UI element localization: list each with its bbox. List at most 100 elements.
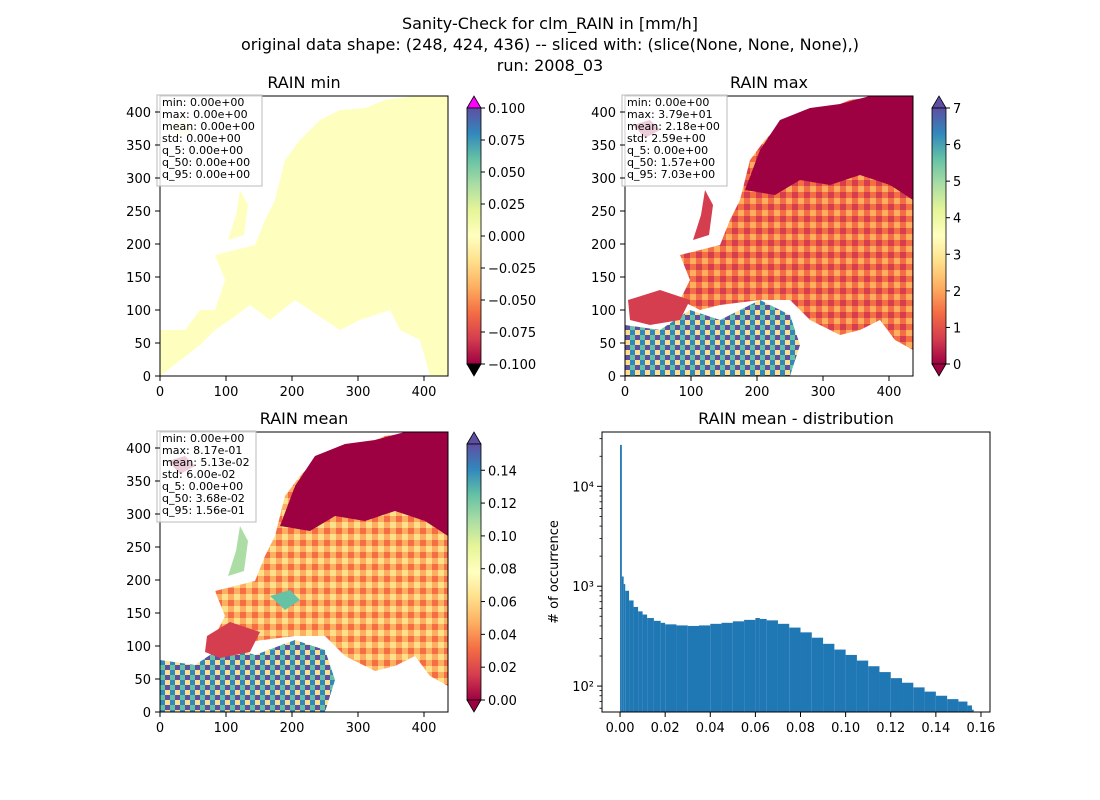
colorbar-tick: 6 [946,139,961,154]
histogram-bar [699,625,711,712]
svg-text:200: 200 [280,721,305,736]
colorbar-tick: 0 [946,358,961,373]
panel-min-stat-5: q_50: 0.00e+00 [162,156,250,169]
histogram-xtick: 0.14 [921,712,950,736]
svg-text:0.02: 0.02 [651,721,680,736]
panel-mean-sea-south [160,640,335,712]
colorbar-tick: 0.050 [481,166,525,181]
panel-max-y-axis: 0 50 100 150 200 250 300 350 400 [591,106,625,385]
panel-mean-ytick: 400 [126,442,160,457]
panel-min-xtick: 0 [156,376,164,400]
histogram-bar [935,695,948,712]
svg-text:4: 4 [953,212,961,227]
histogram-bar [902,682,914,712]
svg-text:10⁴: 10⁴ [572,480,594,495]
svg-text:100: 100 [679,385,704,400]
panel-mean-ytick: 50 [134,673,160,688]
panel-max-xtick: 400 [877,376,902,400]
svg-text:0.12: 0.12 [876,721,905,736]
histogram-x-axis: 0.00 0.02 0.04 0.06 0.08 0.10 0.12 0.14 0.16 [606,712,995,736]
histogram-xtick: 0.00 [606,712,635,736]
panel-mean-stat-6: q_95: 1.56e-01 [162,504,245,517]
histogram-bar [732,621,745,712]
histogram-bars [620,444,974,712]
panel-max-gb [693,190,713,240]
svg-text:150: 150 [591,271,616,286]
histogram-bar [687,625,699,712]
svg-text:−0.050: −0.050 [488,294,536,309]
colorbar-tick: 0.00 [481,694,517,709]
histogram-xtick: 0.16 [967,712,995,736]
panel-mean-xtick: 100 [214,712,238,736]
histogram-bar [638,611,643,712]
svg-text:50: 50 [134,337,151,352]
svg-text:50: 50 [599,337,616,352]
panel-mean-ytick: 100 [126,640,160,655]
panel-min-island-gb [228,190,248,240]
histogram-xtick: 0.02 [651,712,680,736]
panel-max-stat-5: q_50: 1.57e+00 [627,156,715,169]
svg-text:0.08: 0.08 [488,563,517,578]
histogram-bar [744,619,756,712]
panel-max-ytick: 250 [591,205,625,220]
panel-min-colorbar-ticks: 0.100 0.075 0.050 0.025 0.000 −0.025 −0.050 −0.… [481,102,536,373]
histogram-bar [621,576,624,712]
histogram-bar [971,709,974,712]
histogram-bar [800,632,812,712]
svg-text:50: 50 [134,673,151,688]
panel-min-xtick: 200 [280,376,304,400]
svg-text:−0.025: −0.025 [488,262,536,277]
panel-min-ytick: 50 [134,337,160,352]
panel-mean-stat-5: q_50: 3.68e-02 [162,492,245,505]
panel-histogram: RAIN mean - distribution # of occurrence… [547,409,995,736]
histogram-ytick: 10³ [572,580,602,595]
histogram-bar [856,660,869,712]
panel-mean-ytick: 250 [126,541,160,556]
svg-text:300: 300 [811,385,836,400]
panel-max-xtick: 100 [679,376,704,400]
panel-max-stat-6: q_95: 7.03e+00 [627,168,715,181]
panel-mean-title: RAIN mean [260,409,349,428]
svg-text:0.04: 0.04 [488,628,517,643]
svg-text:0: 0 [143,370,151,385]
svg-text:0.14: 0.14 [921,721,950,736]
panel-max-ytick: 300 [591,172,625,187]
panel-mean-y-axis: 0 50 100 150 200 250 300 350 400 [126,442,160,721]
colorbar-tick: 4 [946,212,961,227]
colorbar-tick: 0.075 [481,134,525,149]
svg-text:400: 400 [126,442,151,457]
panel-mean-stats-box: min: 0.00e+00 max: 8.17e-01 mean: 5.13e-… [156,430,257,523]
colorbar-tick: 5 [946,175,961,190]
panel-mean-xtick: 300 [346,712,370,736]
panel-max-xtick: 300 [811,376,836,400]
panel-mean-stat-4: q_5: 0.00e+00 [162,480,243,493]
panel-min-ytick: 200 [126,238,160,253]
svg-text:100: 100 [126,640,151,655]
panel-max-xtick: 0 [621,376,629,400]
panel-min-ytick: 400 [126,106,160,121]
panel-min-frame [159,95,449,377]
panel-min-stat-6: q_95: 0.00e+00 [162,168,250,181]
svg-text:250: 250 [591,205,616,220]
panel-max-ytick: 400 [591,106,625,121]
colorbar-tick: 0.14 [481,464,517,479]
histogram-bar [633,606,639,712]
suptitle-line-2: original data shape: (248, 424, 436) -- … [241,35,859,54]
svg-text:300: 300 [591,172,616,187]
panel-max-map [625,96,913,376]
histogram-bar [676,625,688,712]
svg-text:0.050: 0.050 [488,166,525,181]
panel-mean-ytick: 350 [126,475,160,490]
histogram-bar [924,691,936,712]
svg-text:3: 3 [953,248,961,263]
panel-max-ytick: 100 [591,304,625,319]
panel-min-colorbar-under-arrow [466,363,482,377]
svg-text:0: 0 [621,385,629,400]
panel-mean-xtick: 400 [412,712,436,736]
panel-min-ytick: 100 [126,304,160,319]
histogram-y-label: # of occurrence [547,520,562,624]
colorbar-tick: −0.050 [481,294,536,309]
panel-min-xtick: 300 [346,376,370,400]
svg-text:400: 400 [877,385,902,400]
